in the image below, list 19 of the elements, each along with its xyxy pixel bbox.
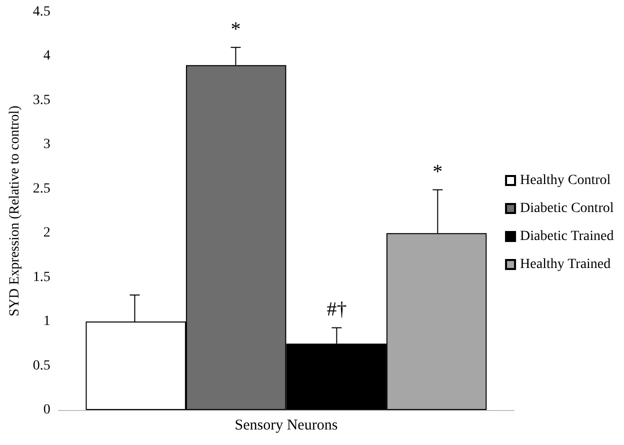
y-tick-label: 1 [43,314,50,330]
y-tick-label: 3 [43,137,50,152]
legend-label: Healthy Trained [520,257,611,272]
legend-label: Diabetic Trained [520,229,614,244]
legend-label: Healthy Control [520,173,611,188]
y-tick-label: 2.5 [32,181,50,196]
y-tick-label: 2 [43,226,50,241]
data-label: #† [326,298,347,321]
y-tick-label: 0.5 [32,358,50,374]
y-tick-label: 0 [43,402,50,418]
x-tick-label: Sensory Neurons [234,418,338,434]
y-tick-label: 3.5 [32,92,50,108]
legend-label: Diabetic Control [520,201,614,216]
y-tick-label: 1.5 [32,270,50,285]
y-tick-label: 4 [43,48,50,64]
data-label: * [230,18,241,40]
y-tick-label: 4.5 [32,4,50,20]
data-label: * [432,160,443,183]
y-axis-title: SYD Expression (Relative to control) [8,105,22,316]
